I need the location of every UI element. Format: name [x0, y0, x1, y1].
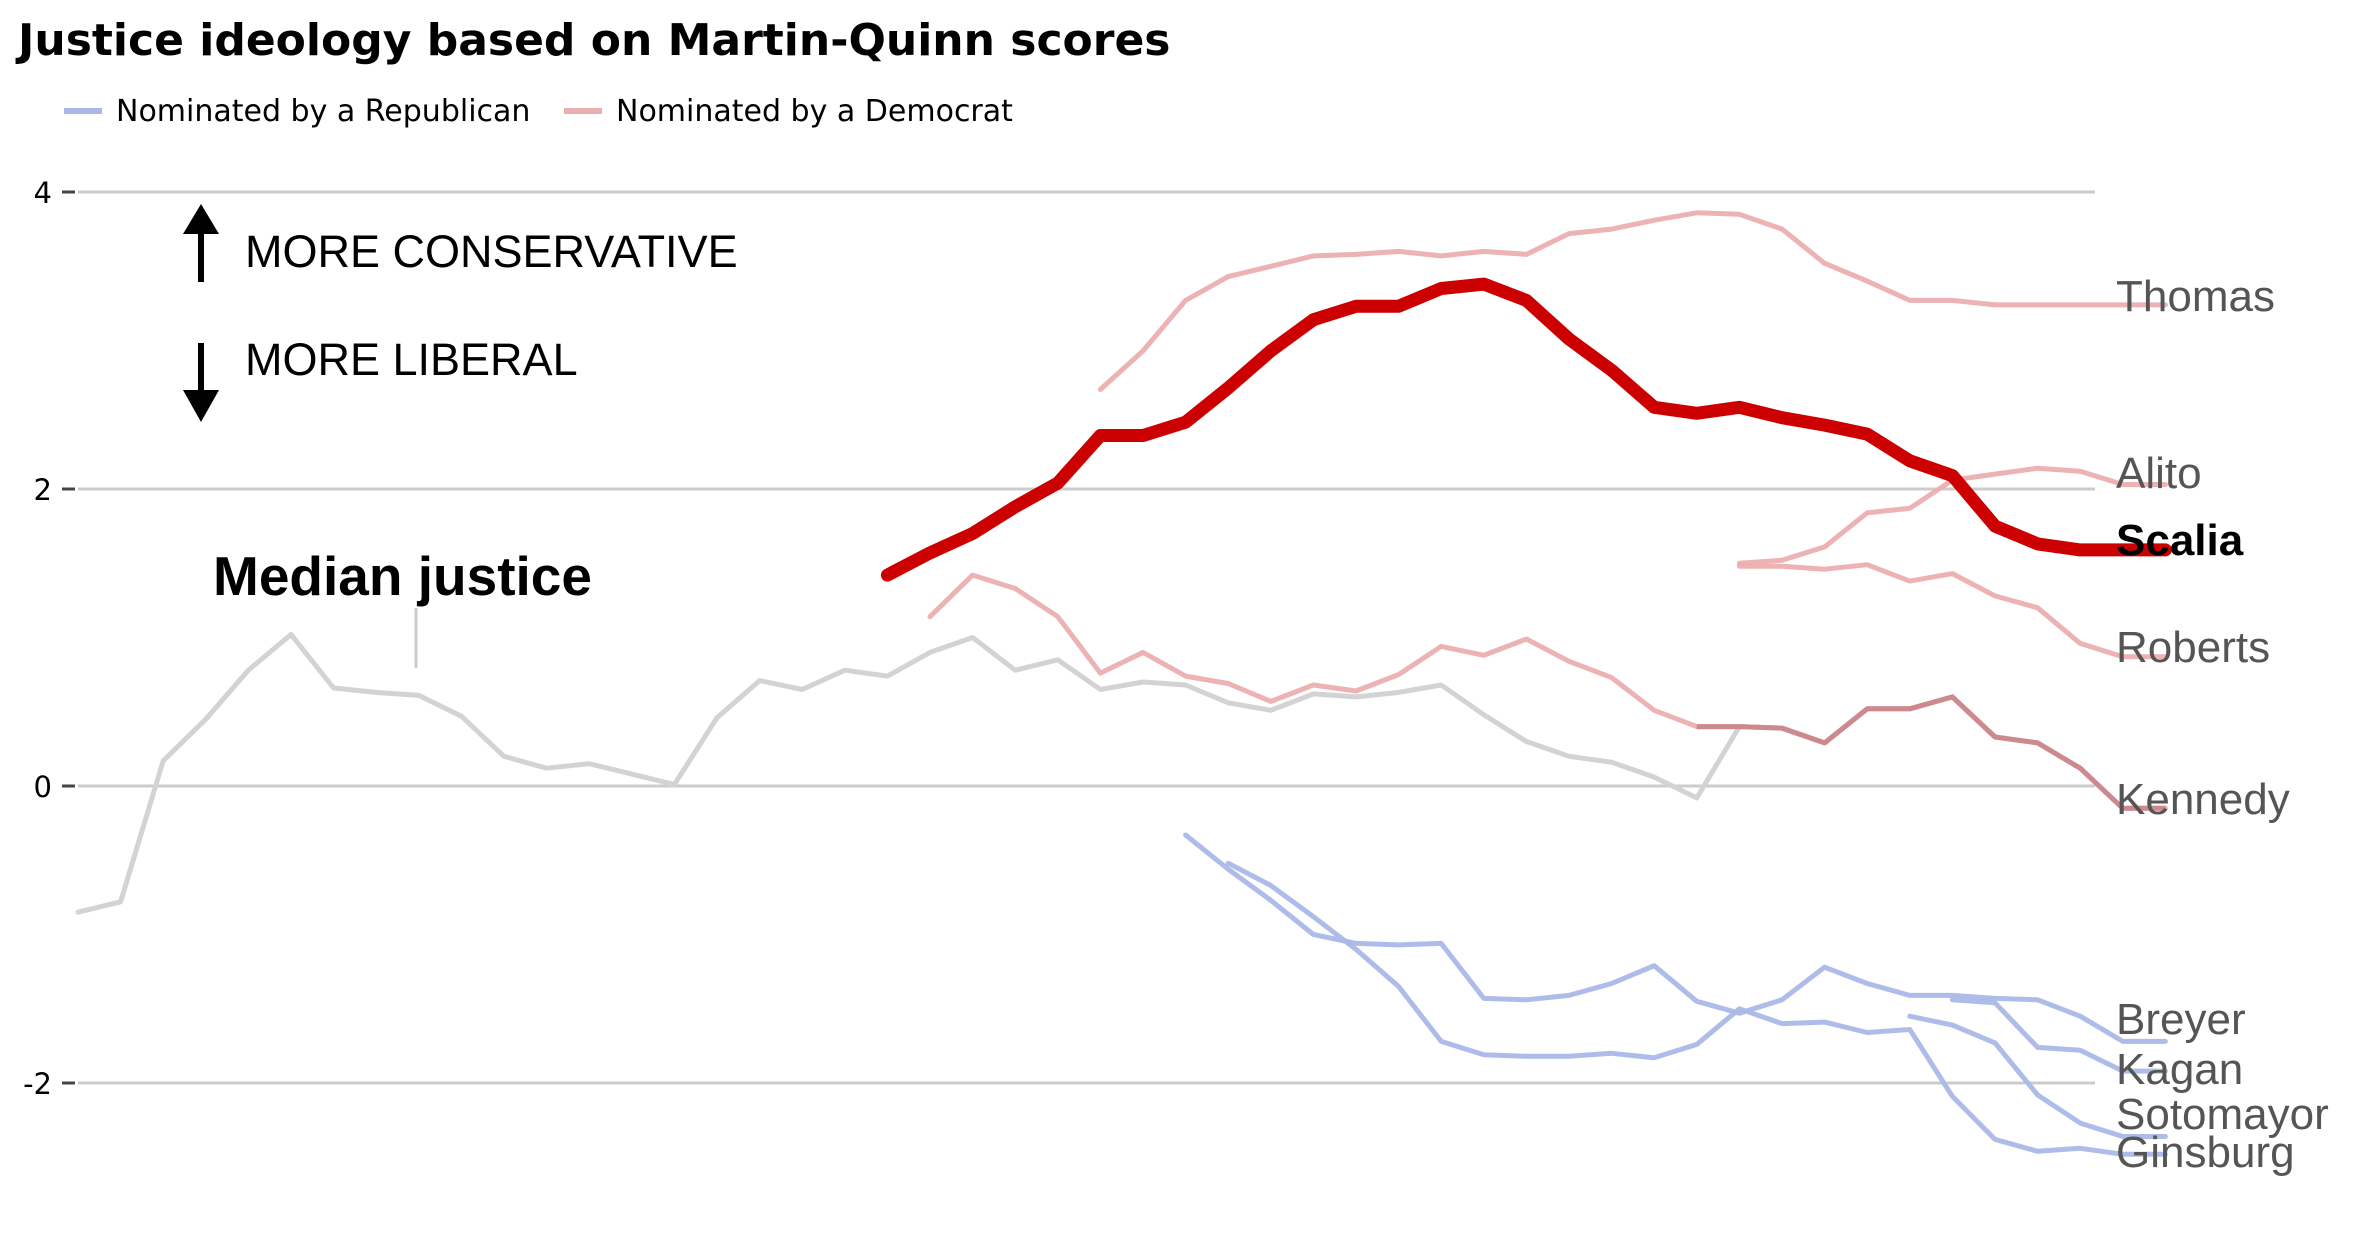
series-line-breyer: [1183, 832, 2168, 1044]
y-tick-label: 4: [34, 176, 52, 210]
series-line-median-justice: [75, 632, 1955, 915]
legend-label-democrat: Nominated by a Democrat: [616, 94, 1013, 129]
legend-label-republican: Nominated by a Republican: [116, 94, 530, 129]
series-label-alito: Alito: [2116, 449, 2202, 498]
series-line-sotomayor: [1907, 1013, 2168, 1139]
series-label-kagan: Kagan: [2116, 1045, 2243, 1094]
median-annotation: Median justice: [213, 545, 592, 668]
series-labels: Thomas Alito Scalia Roberts Kennedy BreyerKag…: [2116, 272, 2329, 1177]
series-layer: [75, 210, 2172, 1157]
series-line-ginsburg: [1225, 860, 2168, 1157]
series-label-ginsburg: Ginsburg: [2116, 1128, 2295, 1177]
up-arrow-head-icon: [183, 204, 219, 234]
y-axis: 4 2 0 -2: [23, 176, 75, 1101]
series-label-roberts: Roberts: [2116, 623, 2270, 672]
series-label-sotomayor: Sotomayor: [2116, 1090, 2329, 1139]
conservative-annotation: MORE CONSERVATIVE: [183, 204, 738, 282]
series-label-scalia: Scalia: [2116, 516, 2244, 565]
series-line-kennedy-median-overlap: [1696, 694, 2166, 811]
y-tick-label: 0: [34, 770, 52, 804]
legend: Nominated by a Republican Nominated by a…: [64, 94, 1013, 129]
median-justice-label: Median justice: [213, 545, 592, 607]
more-conservative-label: MORE CONSERVATIVE: [245, 226, 738, 277]
series-line-scalia: [880, 277, 2172, 582]
series-label-breyer: Breyer: [2116, 995, 2246, 1044]
y-tick-label: -2: [23, 1067, 52, 1101]
series-label-thomas: Thomas: [2116, 272, 2275, 321]
more-liberal-label: MORE LIBERAL: [245, 334, 578, 385]
chart-title: Justice ideology based on Martin-Quinn s…: [15, 15, 1171, 66]
series-line-kagan: [1949, 997, 2168, 1074]
y-grid: [78, 190, 2095, 1085]
series-label-kennedy: Kennedy: [2116, 775, 2290, 824]
y-tick-label: 2: [34, 473, 52, 507]
series-line-thomas: [1097, 210, 2168, 392]
series-line-roberts: [1736, 562, 2168, 660]
liberal-annotation: MORE LIBERAL: [183, 334, 578, 422]
series-line-kennedy: [927, 572, 2168, 811]
down-arrow-icon: [183, 390, 219, 422]
